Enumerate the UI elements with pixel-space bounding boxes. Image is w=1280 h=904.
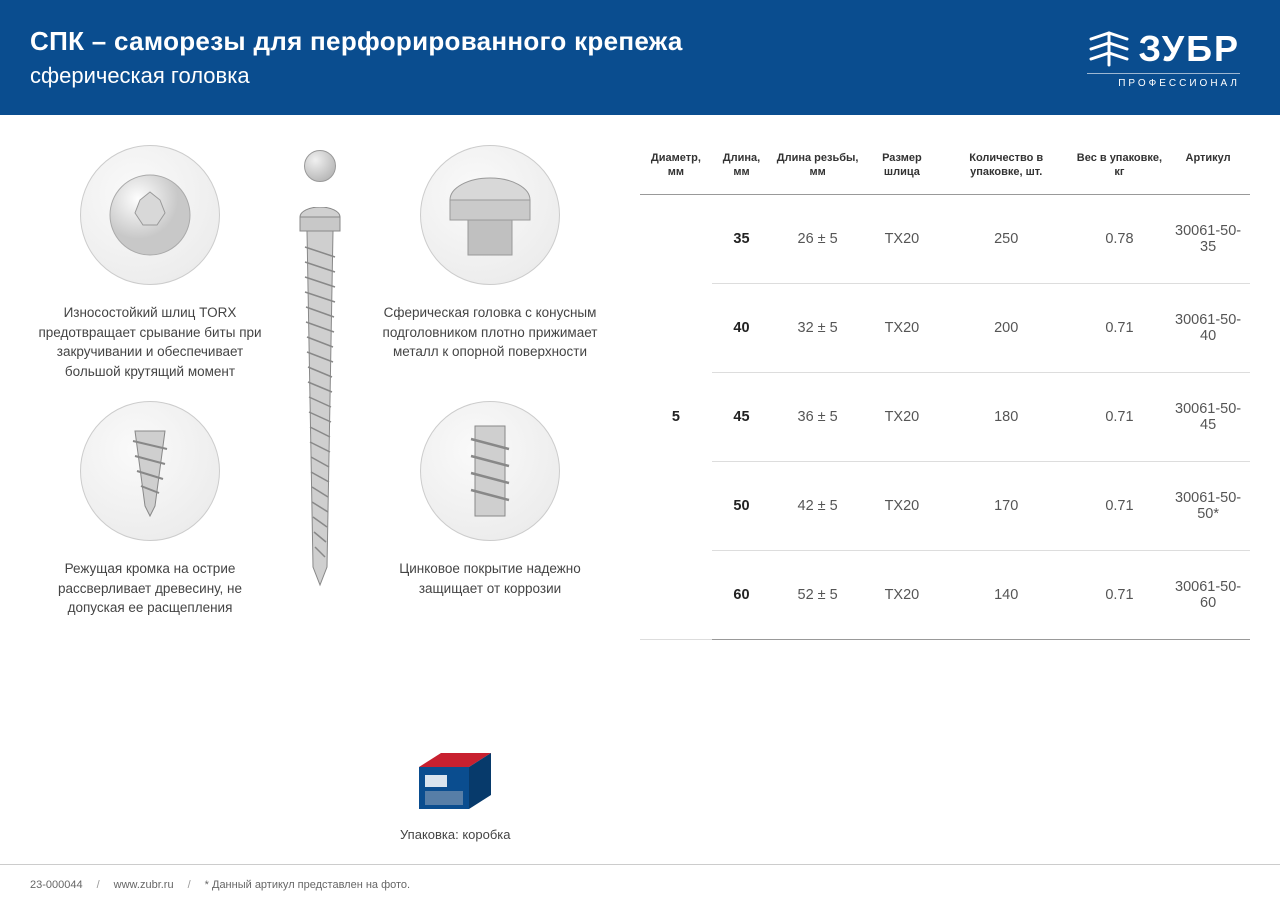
cell-length: 40 [712,283,771,372]
diagram-panel: Износостойкий шлиц TORX предотвращает ср… [30,145,610,640]
cell-weight: 0.71 [1073,283,1166,372]
cell-qty: 200 [940,283,1073,372]
header-subtitle: сферическая головка [30,63,683,89]
feature-head-text: Сферическая головка с конусным подголовн… [370,303,610,362]
spec-table-panel: Диаметр, мм Длина, мм Длина резьбы, мм Р… [640,145,1250,640]
feature-head-image [420,145,560,285]
cell-weight: 0.71 [1073,372,1166,461]
feature-tip-text: Режущая кромка на острие рассверливает д… [30,559,270,618]
package-section: Упаковка: коробка [400,745,511,842]
cell-length: 60 [712,550,771,639]
cell-slot: TX20 [864,461,940,550]
spec-table: Диаметр, мм Длина, мм Длина резьбы, мм Р… [640,145,1250,640]
th-sku: Артикул [1166,145,1250,194]
cell-sku: 30061-50-50* [1166,461,1250,550]
cell-thread: 42 ± 5 [771,461,864,550]
cell-thread: 52 ± 5 [771,550,864,639]
cell-slot: TX20 [864,372,940,461]
cell-thread: 36 ± 5 [771,372,864,461]
cell-sku: 30061-50-40 [1166,283,1250,372]
screw-head-top-view [304,150,336,182]
footer-sep: / [97,879,100,891]
screw-side-view [295,207,345,587]
cell-length: 35 [712,194,771,283]
cell-slot: TX20 [864,194,940,283]
brand-logo: ЗУБР ПРОФЕССИОНАЛ [1087,27,1240,89]
feature-tip-image [80,401,220,541]
cell-sku: 30061-50-60 [1166,550,1250,639]
header-text-block: СПК – саморезы для перфорированного креп… [30,26,683,89]
cell-sku: 30061-50-45 [1166,372,1250,461]
footer-code: 23-000044 [30,879,83,891]
cell-thread: 26 ± 5 [771,194,864,283]
cell-weight: 0.71 [1073,461,1166,550]
th-qty: Количество в упаковке, шт. [940,145,1073,194]
table-row: 4032 ± 5TX202000.7130061-50-40 [640,283,1250,372]
cell-slot: TX20 [864,550,940,639]
page-footer: 23-000044 / www.zubr.ru / * Данный артик… [0,864,1280,904]
table-row: 53526 ± 5TX202500.7830061-50-35 [640,194,1250,283]
th-length: Длина, мм [712,145,771,194]
package-label: Упаковка: коробка [400,827,511,842]
zubr-logo-icon [1087,27,1131,71]
feature-tip: Режущая кромка на острие рассверливает д… [30,401,270,618]
cell-weight: 0.71 [1073,550,1166,639]
feature-torx: Износостойкий шлиц TORX предотвращает ср… [30,145,270,381]
feature-coating-text: Цинковое покрытие надежно защищает от ко… [370,559,610,598]
footer-note: * Данный артикул представлен на фото. [205,879,410,891]
cell-qty: 170 [940,461,1073,550]
table-row: 4536 ± 5TX201800.7130061-50-45 [640,372,1250,461]
feature-coating: Цинковое покрытие надежно защищает от ко… [370,401,610,618]
footer-sep: / [188,879,191,891]
feature-torx-text: Износостойкий шлиц TORX предотвращает ср… [30,303,270,381]
table-row: 5042 ± 5TX201700.7130061-50-50* [640,461,1250,550]
table-header-row: Диаметр, мм Длина, мм Длина резьбы, мм Р… [640,145,1250,194]
cell-length: 45 [712,372,771,461]
cell-length: 50 [712,461,771,550]
header-title: СПК – саморезы для перфорированного креп… [30,26,683,57]
cell-diameter: 5 [640,194,712,639]
cell-qty: 180 [940,372,1073,461]
th-thread: Длина резьбы, мм [771,145,864,194]
logo-subtitle: ПРОФЕССИОНАЛ [1087,73,1240,89]
page-header: СПК – саморезы для перфорированного креп… [0,0,1280,115]
main-content: Износостойкий шлиц TORX предотвращает ср… [0,115,1280,640]
table-row: 6052 ± 5TX201400.7130061-50-60 [640,550,1250,639]
th-slot: Размер шлица [864,145,940,194]
th-diameter: Диаметр, мм [640,145,712,194]
cell-thread: 32 ± 5 [771,283,864,372]
logo-text: ЗУБР [1139,28,1240,70]
feature-coating-image [420,401,560,541]
package-box-image [409,745,501,815]
cell-qty: 250 [940,194,1073,283]
footer-url: www.zubr.ru [114,879,174,891]
cell-slot: TX20 [864,283,940,372]
feature-head: Сферическая головка с конусным подголовн… [370,145,610,381]
th-weight: Вес в упаковке, кг [1073,145,1166,194]
feature-torx-image [80,145,220,285]
center-screw-illustration [270,145,370,618]
cell-sku: 30061-50-35 [1166,194,1250,283]
cell-weight: 0.78 [1073,194,1166,283]
cell-qty: 140 [940,550,1073,639]
